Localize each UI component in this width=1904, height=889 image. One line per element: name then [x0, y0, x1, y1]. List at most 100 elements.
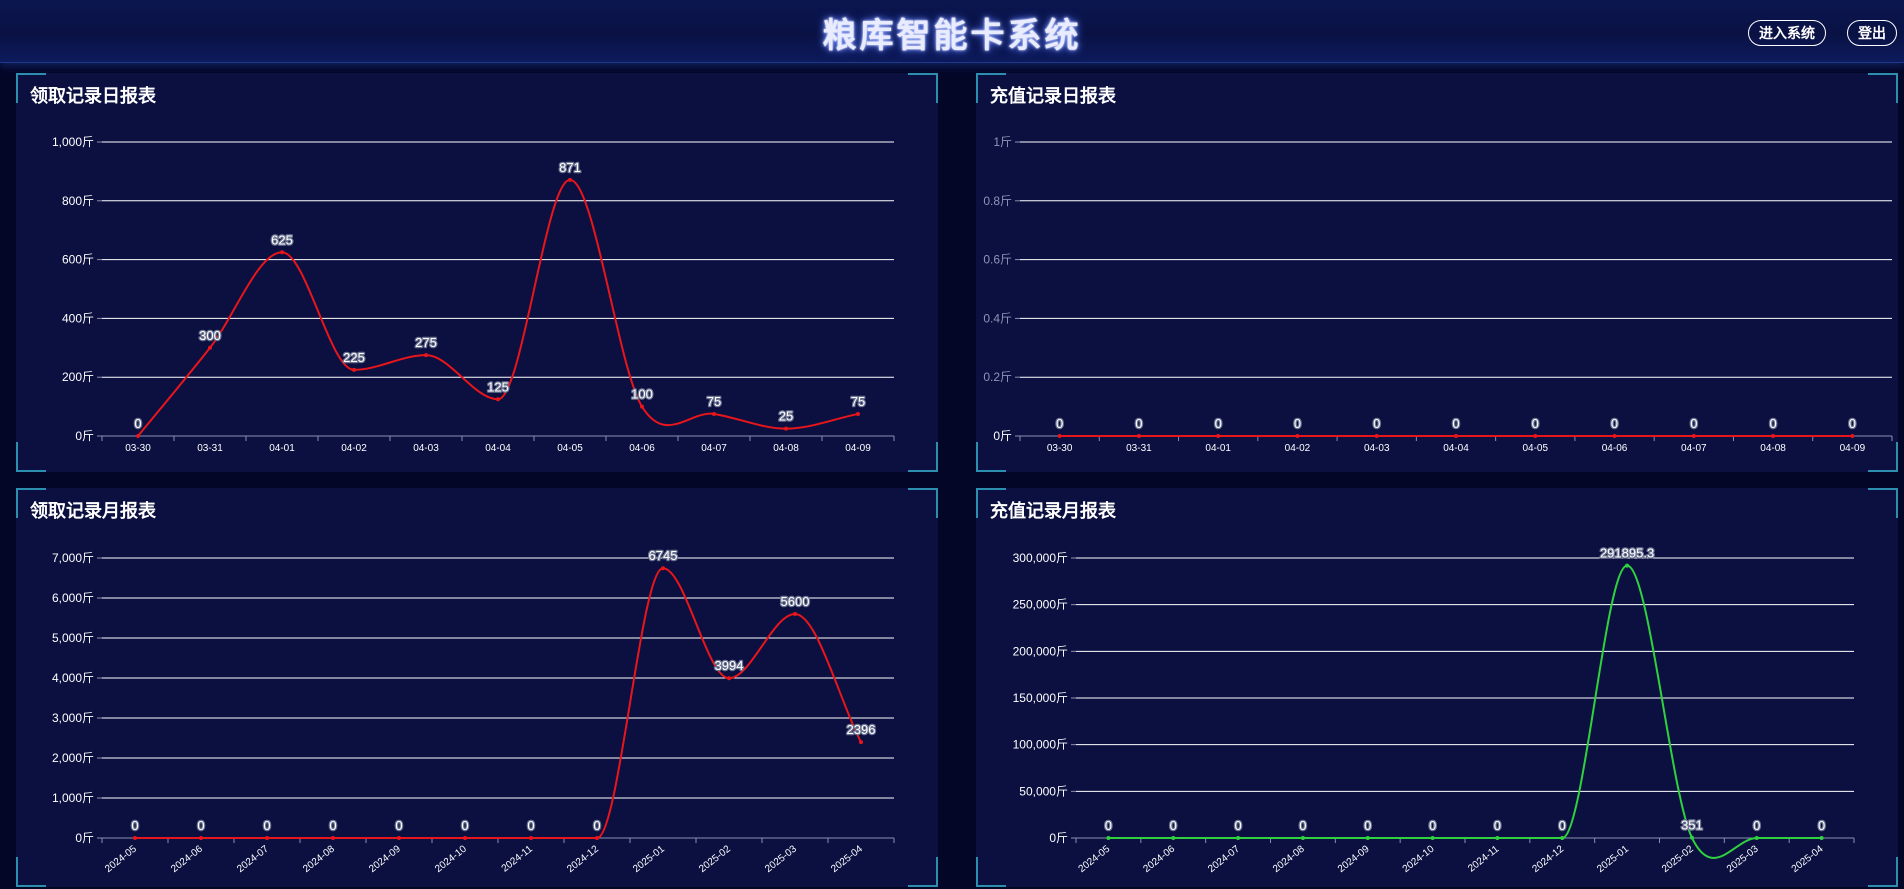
data-point[interactable] [1295, 434, 1300, 438]
data-point[interactable] [1057, 434, 1062, 438]
y-tick-label: 1,000斤 [52, 791, 94, 805]
y-tick-label: 0斤 [1049, 831, 1068, 845]
data-point[interactable] [1533, 434, 1538, 438]
data-point[interactable] [1365, 836, 1370, 840]
data-label: 0 [1818, 818, 1825, 833]
data-point[interactable] [1850, 434, 1855, 438]
data-label: 0 [1105, 818, 1112, 833]
data-point[interactable] [568, 177, 572, 182]
x-tick-label: 2025-03 [763, 843, 799, 875]
data-point[interactable] [133, 836, 137, 840]
y-tick-label: 0斤 [75, 831, 94, 845]
data-point[interactable] [424, 353, 428, 358]
x-tick-label: 2024-05 [1077, 843, 1113, 875]
data-point[interactable] [1300, 836, 1305, 840]
data-label: 300 [199, 328, 221, 343]
data-label: 0 [1373, 416, 1380, 431]
data-point[interactable] [136, 434, 140, 438]
data-point[interactable] [352, 367, 356, 372]
y-tick-label: 6,000斤 [52, 591, 94, 605]
data-point[interactable] [1560, 836, 1565, 840]
x-tick-label: 2025-02 [1660, 843, 1696, 875]
data-point[interactable] [859, 740, 863, 745]
data-label: 0 [197, 818, 204, 833]
data-point[interactable] [199, 836, 203, 840]
y-tick-label: 0.6斤 [983, 253, 1012, 267]
data-point[interactable] [1106, 836, 1111, 840]
corner-decoration [976, 488, 1006, 518]
data-point[interactable] [1819, 836, 1824, 840]
data-point[interactable] [1625, 563, 1630, 568]
data-point[interactable] [712, 411, 716, 416]
x-tick-label: 03-31 [197, 443, 223, 454]
x-tick-label: 2024-11 [500, 843, 535, 874]
data-point[interactable] [1689, 835, 1694, 840]
y-tick-label: 800斤 [62, 194, 94, 208]
x-tick-label: 2024-05 [103, 843, 139, 875]
data-point[interactable] [397, 836, 401, 840]
x-tick-label: 04-02 [341, 443, 367, 454]
series-line [1108, 564, 1822, 859]
x-tick-label: 04-09 [1840, 443, 1866, 454]
data-point[interactable] [1236, 836, 1241, 840]
data-label: 0 [329, 818, 336, 833]
data-point[interactable] [793, 612, 797, 616]
data-point[interactable] [265, 836, 269, 840]
data-label: 0 [593, 818, 600, 833]
panel-title: 充值记录日报表 [990, 86, 1116, 106]
header-bar: 粮库智能卡系统 进入系统 登出 [0, 0, 1904, 63]
data-label: 0 [1769, 416, 1776, 431]
data-point[interactable] [856, 411, 860, 416]
data-point[interactable] [1612, 434, 1617, 438]
data-label: 0 [527, 818, 534, 833]
data-point[interactable] [1171, 836, 1176, 840]
data-point[interactable] [496, 397, 500, 402]
data-label: 0 [1294, 416, 1301, 431]
panel-monthly-collection: 领取记录月报表 0斤 1,000斤 2,000斤 3,000斤 4,000斤 5,000斤… [16, 488, 938, 887]
data-point[interactable] [640, 404, 644, 409]
data-label: 0 [1234, 818, 1241, 833]
data-point[interactable] [727, 676, 731, 681]
x-tick-label: 2024-06 [1141, 843, 1177, 875]
data-point[interactable] [1754, 836, 1759, 840]
data-label: 0 [1494, 818, 1501, 833]
x-tick-label: 04-04 [485, 443, 511, 454]
data-point[interactable] [1374, 434, 1379, 438]
data-label: 351 [1681, 818, 1703, 833]
logout-button[interactable]: 登出 [1847, 20, 1897, 46]
corner-decoration [976, 73, 1006, 103]
data-point[interactable] [784, 426, 788, 431]
data-point[interactable] [280, 250, 284, 255]
data-point[interactable] [529, 836, 533, 840]
x-tick-label: 2024-11 [1466, 843, 1501, 874]
data-point[interactable] [1691, 434, 1696, 438]
daily-recharge-chart: 0斤 0.2斤 0.4斤 0.6斤 0.8斤 1斤 03-30 03-31 04-01 04-02… [983, 135, 1893, 454]
page-title: 粮库智能卡系统 [822, 17, 1082, 55]
x-tick-label: 03-30 [1047, 443, 1073, 454]
data-point[interactable] [208, 345, 212, 350]
data-point[interactable] [1216, 434, 1221, 438]
data-point[interactable] [463, 836, 467, 840]
data-label: 0 [263, 818, 270, 833]
data-point[interactable] [1495, 836, 1500, 840]
y-tick-label: 0斤 [993, 429, 1012, 443]
data-point[interactable] [1454, 434, 1458, 438]
enter-system-button[interactable]: 进入系统 [1748, 20, 1826, 46]
y-tick-label: 200,000斤 [1013, 644, 1068, 658]
data-point[interactable] [1430, 836, 1435, 840]
data-label: 2396 [847, 722, 876, 737]
x-tick-label: 2024-08 [301, 843, 337, 875]
data-point[interactable] [661, 566, 665, 571]
y-tick-label: 300,000斤 [1013, 551, 1068, 565]
data-point[interactable] [1136, 434, 1141, 438]
data-label: 0 [1215, 416, 1222, 431]
data-label: 291895.3 [1600, 546, 1654, 561]
x-tick-label: 03-31 [1126, 443, 1152, 454]
data-label: 75 [851, 394, 865, 409]
data-point[interactable] [595, 836, 599, 840]
data-point[interactable] [331, 836, 335, 840]
data-point[interactable] [1771, 434, 1776, 438]
x-tick-label: 2024-10 [1401, 843, 1437, 875]
y-tick-label: 7,000斤 [52, 551, 94, 565]
monthly-collection-chart: 0斤 1,000斤 2,000斤 3,000斤 4,000斤 5,000斤 6,000斤 7,… [52, 547, 895, 875]
